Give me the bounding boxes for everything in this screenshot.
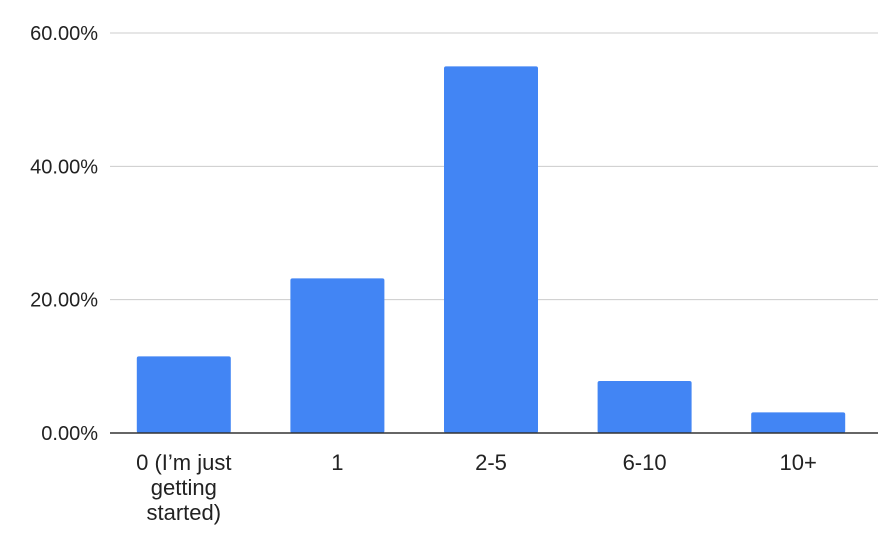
x-category-label-line: 0 (I’m just [136,450,231,475]
x-category-label-line: 6-10 [623,450,667,475]
x-axis-category-labels: 0 (I’m just getting started) 1 2-5 6-10 10+ [136,450,817,525]
x-category-label-line: getting [151,475,217,500]
bar [751,412,845,433]
x-category-label: 6-10 [623,450,667,475]
x-category-label: 2-5 [475,450,507,475]
x-category-label-line: 10+ [780,450,817,475]
x-category-label-line: 2-5 [475,450,507,475]
y-tick-label: 20.00% [30,290,98,312]
y-axis-tick-labels: 0.00% 20.00% 40.00% 60.00% [30,23,98,445]
x-category-label: 1 [331,450,343,475]
bar [444,66,538,433]
y-tick-label: 0.00% [41,423,98,445]
y-tick-label: 40.00% [30,156,98,178]
bar [290,278,384,433]
x-category-label: 10+ [780,450,817,475]
x-category-label-line: started) [147,500,222,525]
bar [137,356,231,433]
y-tick-label: 60.00% [30,23,98,45]
x-category-label: 0 (I’m just getting started) [136,450,231,525]
x-category-label-line: 1 [331,450,343,475]
bars [137,66,845,433]
bar [598,381,692,433]
